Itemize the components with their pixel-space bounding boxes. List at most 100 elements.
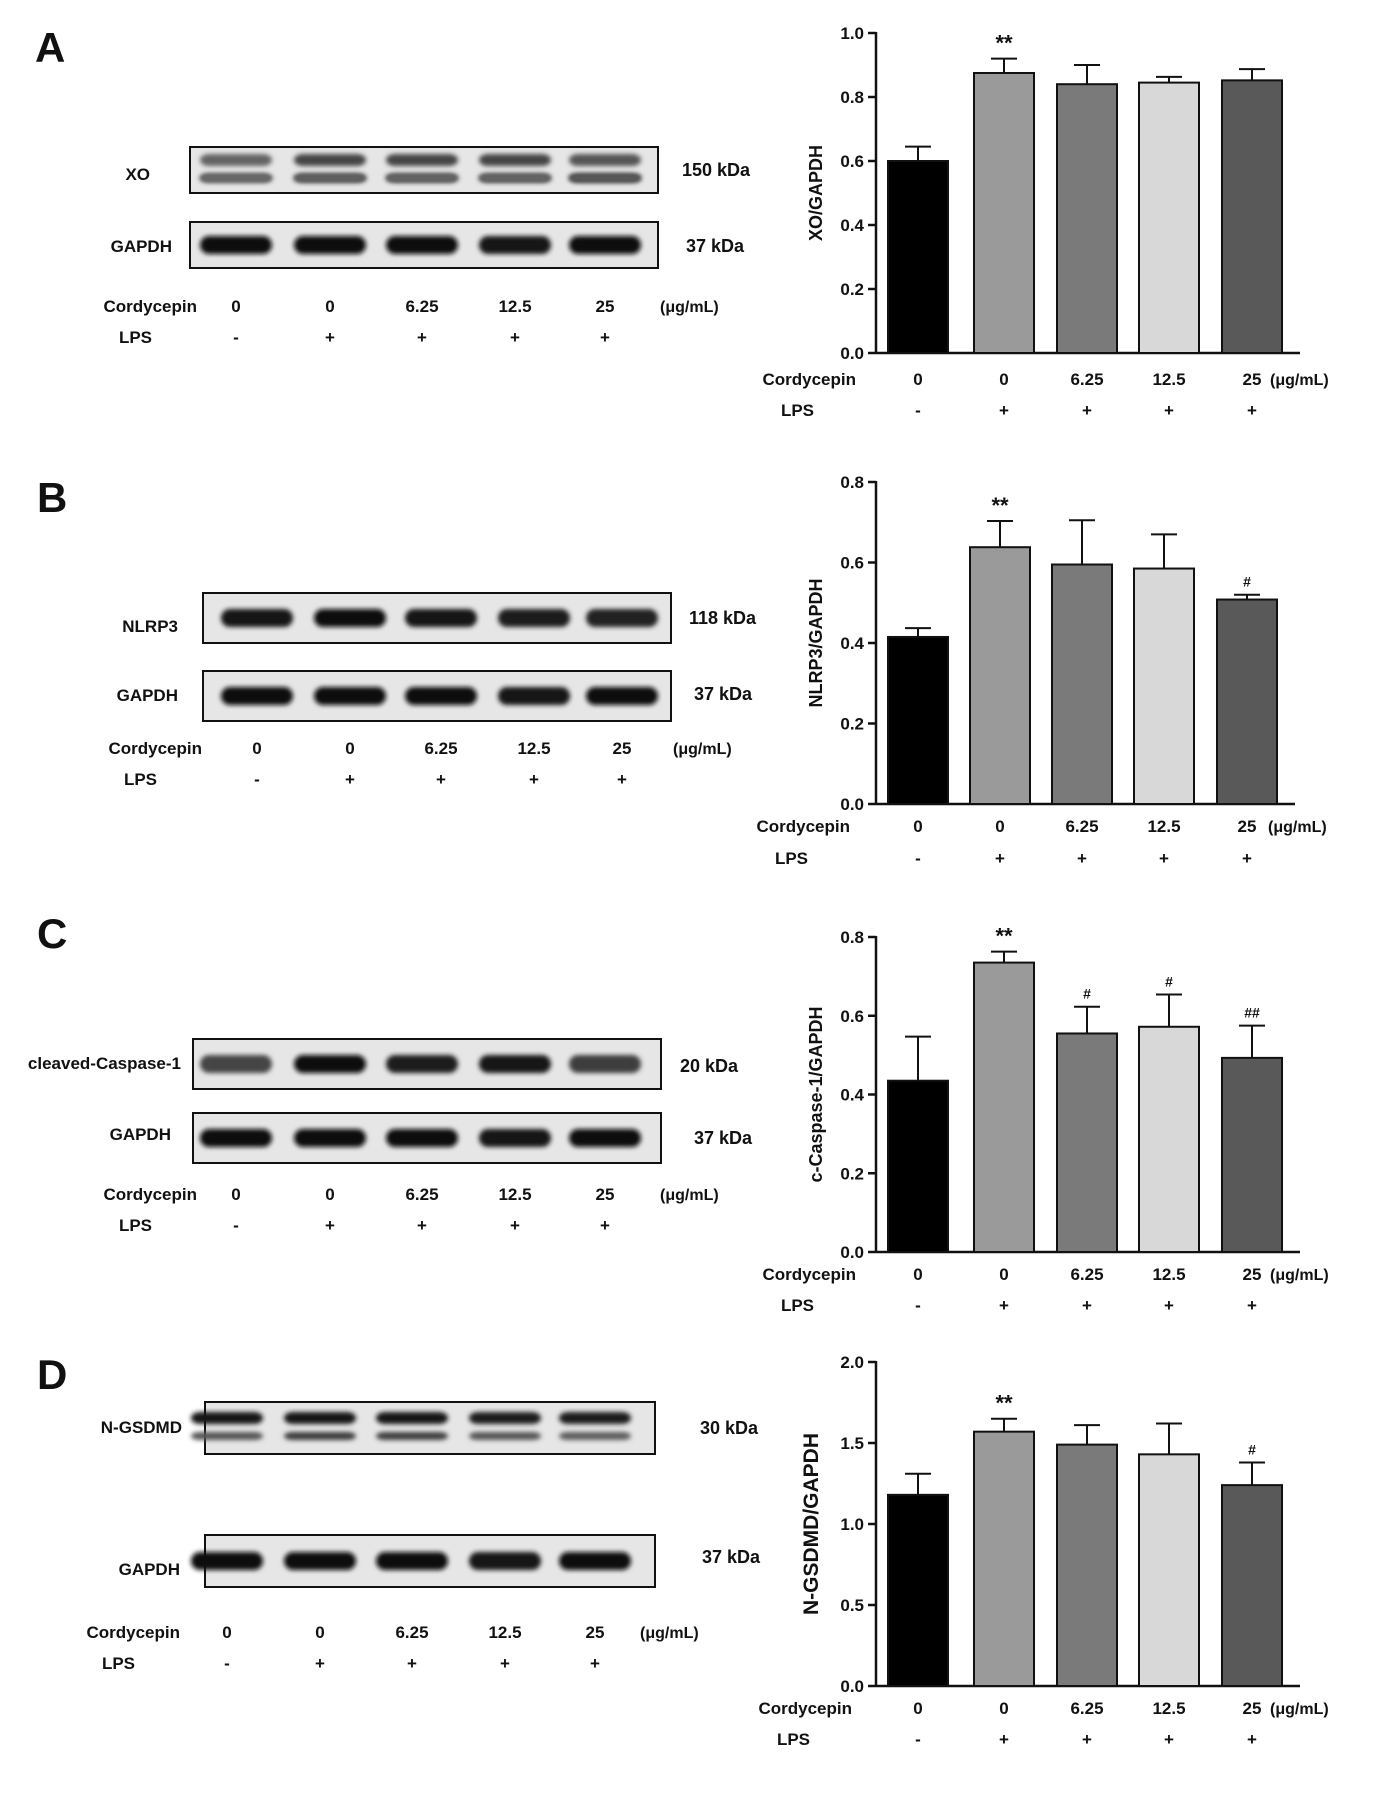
chart-b-lps-3: + [1159, 849, 1169, 868]
chart-b-lps-0: - [915, 849, 921, 868]
blot-band-c-0-4 [569, 1055, 641, 1073]
chart-b-unit-label: (μg/mL) [1268, 819, 1327, 836]
blot-band-c-0-3 [479, 1055, 551, 1073]
chart-b-y-tick-label: 0.0 [840, 795, 864, 814]
blot-lps-d-4: + [590, 1654, 600, 1673]
chart-b-lps-label: LPS [775, 849, 808, 868]
chart-d-bar-4 [1221, 1484, 1283, 1687]
chart-c-bar-0 [887, 1079, 949, 1253]
blot-band-c-1-2 [386, 1129, 458, 1147]
chart-d-lps-1: + [999, 1730, 1009, 1749]
blot-cordycepin-label-d: Cordycepin [86, 1623, 180, 1642]
chart-a-bar-3 [1138, 81, 1200, 354]
chart-c-lps-2: + [1082, 1296, 1092, 1315]
blot-dose-c-2: 6.25 [405, 1185, 438, 1204]
blot-lps-label-d: LPS [102, 1654, 135, 1673]
blot-lps-a-1: + [325, 328, 335, 347]
blot-band-b-1-2 [405, 687, 477, 705]
blot-lps-d-1: + [315, 1654, 325, 1673]
blot-lps-b-2: + [436, 770, 446, 789]
chart-d-x-tick-label-2: 6.25 [1070, 1699, 1103, 1718]
chart-a-bar-4 [1221, 79, 1283, 355]
chart-a-lps-0: - [915, 401, 921, 420]
chart-c-lps-0: - [915, 1296, 921, 1315]
blot-lps-label-b: LPS [124, 770, 157, 789]
chart-a-x-tick-label-0: 0 [913, 370, 922, 389]
blot-band-a-0-3-2 [479, 174, 551, 182]
chart-a-lps-1: + [999, 401, 1009, 420]
blot-dose-a-0: 0 [231, 297, 240, 316]
blot-band-d-0-1-1 [284, 1432, 356, 1440]
blot-lps-c-4: + [600, 1216, 610, 1235]
chart-d-cordycepin-label: Cordycepin [758, 1699, 852, 1718]
blot-band-c-1-3 [479, 1129, 551, 1147]
chart-a-bar-2 [1056, 83, 1118, 354]
blot-lps-b-3: + [529, 770, 539, 789]
blot-band-c-0-1 [294, 1055, 366, 1073]
chart-c-bar-3 [1138, 1025, 1200, 1254]
chart-c-cordycepin-label: Cordycepin [762, 1265, 856, 1284]
chart-c-y-axis-label: c-Caspase-1/GAPDH [806, 1006, 826, 1182]
blot-lps-d-2: + [407, 1654, 417, 1673]
blot-cordycepin-label-b: Cordycepin [108, 739, 202, 758]
blot-lps-label-a: LPS [119, 328, 152, 347]
blot-kda-label-a-0: 150 kDa [682, 160, 751, 180]
blot-kda-label-a-1: 37 kDa [686, 236, 745, 256]
blot-band-b-1-1 [314, 687, 386, 705]
chart-c-significance-3: # [1165, 973, 1173, 989]
blot-band-a-1-1 [294, 236, 366, 254]
chart-c-bar-4 [1221, 1056, 1283, 1253]
chart-d-bar-0 [887, 1493, 949, 1687]
blot-band-d-1-3 [469, 1552, 541, 1570]
chart-c-bar-2 [1056, 1032, 1118, 1253]
blot-band-d-1-1 [284, 1552, 356, 1570]
chart-d-bar-1 [973, 1430, 1035, 1688]
blot-band-c-1-0 [200, 1129, 272, 1147]
chart-a-unit-label: (μg/mL) [1270, 372, 1329, 389]
chart-c-y-tick-label: 0.4 [840, 1086, 864, 1105]
blot-membrane-d-0 [204, 1401, 656, 1455]
blot-kda-label-b-0: 118 kDa [689, 608, 757, 628]
blot-band-a-0-1-0 [294, 154, 366, 166]
chart-a-lps-label: LPS [781, 401, 814, 420]
chart-d-y-tick-label: 0.5 [840, 1596, 864, 1615]
panel-a-letter: A [35, 24, 65, 71]
blot-unit-a: (μg/mL) [660, 299, 719, 316]
chart-a-y-tick-label: 0.8 [840, 88, 864, 107]
blot-dose-d-2: 6.25 [395, 1623, 428, 1642]
chart-b-x-tick-label-3: 12.5 [1147, 817, 1180, 836]
chart-b-y-axis-label: NLRP3/GAPDH [806, 578, 826, 707]
chart-d-significance-1: ** [995, 1391, 1013, 1416]
chart-a-y-tick-label: 0.4 [840, 216, 864, 235]
blot-dose-b-0: 0 [252, 739, 261, 758]
blot-band-d-1-4 [559, 1552, 631, 1570]
blot-band-a-1-2 [386, 236, 458, 254]
chart-c-lps-label: LPS [781, 1296, 814, 1315]
blot-band-c-1-1 [294, 1129, 366, 1147]
blot-lps-d-0: - [224, 1654, 230, 1673]
blot-dose-c-4: 25 [596, 1185, 615, 1204]
blot-band-d-0-2-1 [376, 1432, 448, 1440]
chart-c-x-tick-label-0: 0 [913, 1265, 922, 1284]
chart-a-y-axis-label: XO/GAPDH [806, 145, 826, 241]
blot-lps-a-2: + [417, 328, 427, 347]
blot-lps-c-2: + [417, 1216, 427, 1235]
chart-c-bar-1 [973, 961, 1035, 1253]
blot-band-d-0-2-0 [376, 1412, 448, 1424]
blot-band-c-1-4 [569, 1129, 641, 1147]
chart-b-y-tick-label: 0.2 [840, 715, 864, 734]
chart-d-lps-label: LPS [777, 1730, 810, 1749]
chart-c-y-tick-label: 0.0 [840, 1243, 864, 1262]
chart-b-lps-4: + [1242, 849, 1252, 868]
chart-d-x-tick-label-3: 12.5 [1152, 1699, 1185, 1718]
chart-a-y-tick-label: 1.0 [840, 24, 864, 43]
blot-dose-d-0: 0 [222, 1623, 231, 1642]
chart-a-y-tick-label: 0.6 [840, 152, 864, 171]
chart-d-unit-label: (μg/mL) [1270, 1701, 1329, 1718]
blot-band-a-0-4-0 [569, 154, 641, 166]
blot-lps-c-3: + [510, 1216, 520, 1235]
blot-lps-c-0: - [233, 1216, 239, 1235]
blot-band-a-0-2-2 [386, 174, 458, 182]
chart-a-lps-3: + [1164, 401, 1174, 420]
